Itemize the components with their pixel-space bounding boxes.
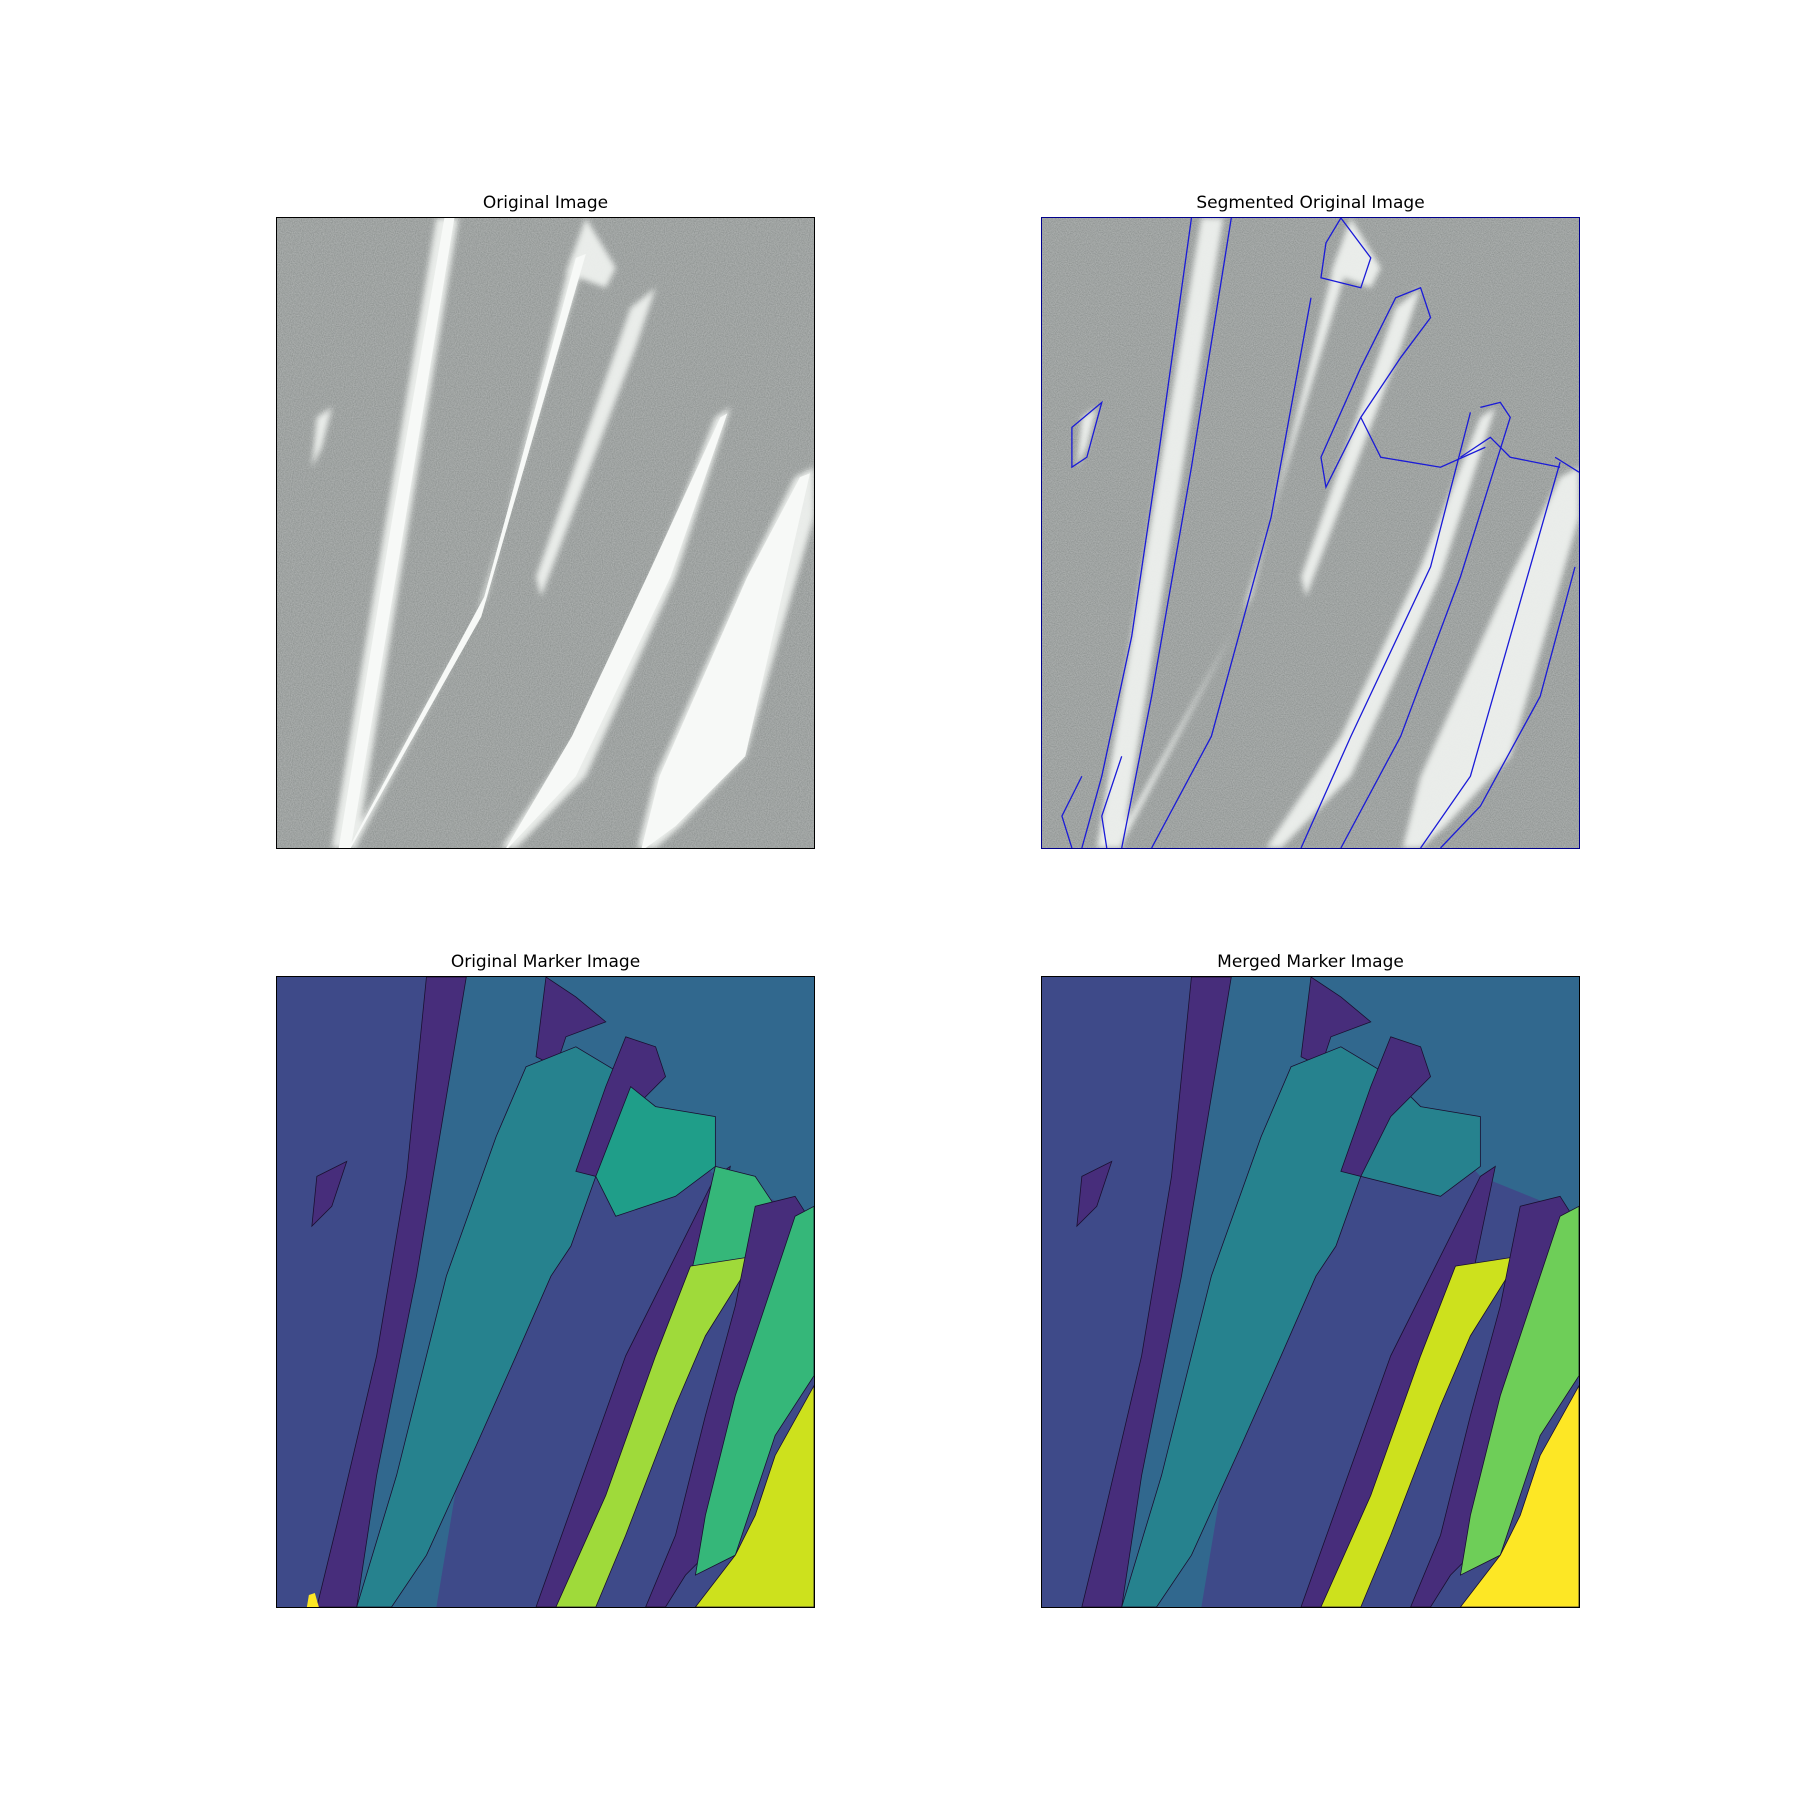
panel-title-original-markers: Original Marker Image [276, 952, 815, 972]
segmented-image [1042, 218, 1579, 848]
original-image [277, 218, 814, 848]
panel-title-original: Original Image [276, 193, 815, 213]
original-marker-image-panel [276, 976, 815, 1608]
merged-marker-image-panel [1041, 976, 1580, 1608]
panel-title-merged-markers: Merged Marker Image [1041, 952, 1580, 972]
segmented-image-panel [1041, 217, 1580, 849]
original-image-panel [276, 217, 815, 849]
panel-title-segmented: Segmented Original Image [1041, 193, 1580, 213]
merged-marker-image [1042, 977, 1579, 1607]
original-marker-image [277, 977, 814, 1607]
